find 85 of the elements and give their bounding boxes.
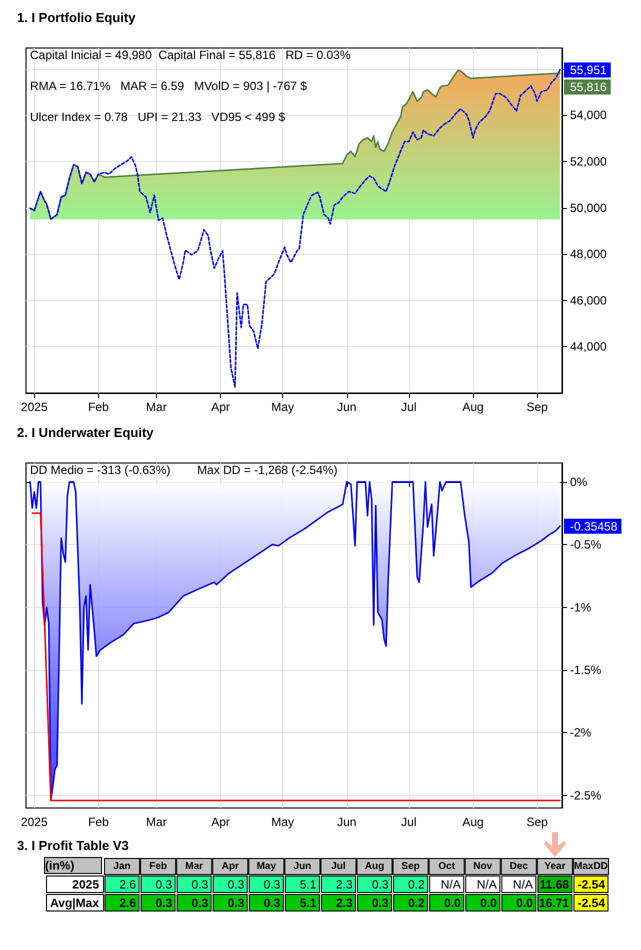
y-tick-label: -0.5% (570, 538, 602, 552)
x-tick-label: Year (544, 861, 566, 872)
data-label: 0.3 (228, 896, 245, 910)
data-label: 2.6 (119, 896, 136, 910)
annotation: 55,816 (570, 80, 608, 94)
y-tick-label: -1.5% (570, 663, 602, 677)
y-tick-label: -2% (570, 726, 592, 740)
annotation: -0.35458 (570, 519, 618, 534)
x-tick-label: Sep (526, 400, 548, 414)
x-tick-label: Apr (222, 861, 239, 872)
data-label: 0.3 (192, 896, 209, 910)
x-tick-label: MaxDD (574, 861, 608, 872)
y-tick-label: 50,000 (570, 200, 608, 215)
text: N/A (476, 877, 497, 892)
x-tick-label: May (256, 861, 276, 872)
x-tick-label: Jul (401, 815, 417, 829)
data-label: 0.3 (155, 896, 172, 910)
annotation: RMA = 16.71% MAR = 6.59 MVolD = 903 | -767 $ (30, 79, 308, 93)
chart-title: 3. I Profit Table V3 (17, 838, 129, 853)
data-label: 0.3 (372, 896, 389, 910)
line-series (29, 69, 561, 388)
x-tick-label: Mar (185, 861, 204, 872)
x-tick-label: May (271, 400, 294, 414)
x-tick-label: Dec (510, 861, 528, 872)
x-tick-label: Oct (438, 861, 456, 872)
chart-title: 1. I Portfolio Equity (17, 10, 136, 25)
annotation: 55,951 (570, 62, 608, 77)
data-label: -2.54 (578, 877, 606, 892)
text: N/A (440, 877, 461, 892)
x-tick-label: Jun (337, 400, 356, 414)
y-tick-label: 52,000 (570, 154, 608, 168)
x-tick-label: Sep (401, 861, 420, 872)
data-label: 2.3 (336, 896, 353, 910)
annotation: DD Medio = -313 (-0.63%) Max DD = -1,268 (-2.54%) (30, 463, 338, 477)
x-tick-label: Jul (401, 400, 417, 414)
data-label: 0.0 (480, 896, 498, 910)
x-tick-label: Aug (364, 861, 384, 872)
y-tick-label: 44,000 (570, 340, 608, 354)
x-tick-label: 2025 (20, 400, 48, 414)
data-label: 5.1 (300, 877, 317, 892)
data-label: 0.0 (516, 896, 534, 910)
y-tick-label: Avg|Max (50, 896, 100, 910)
x-tick-label: Jul (331, 861, 346, 872)
data-label: 0.3 (228, 877, 245, 892)
y-tick-label: -1% (570, 600, 592, 614)
data-label: 0.2 (408, 877, 425, 892)
annotation: Ulcer Index = 0.78 UPI = 21.33 VD95 < 499 $ (30, 110, 286, 124)
x-tick-label: Jan (113, 861, 131, 872)
y-tick-label: 48,000 (570, 247, 608, 262)
data-label: 0.3 (264, 896, 281, 910)
x-tick-label: May (271, 815, 294, 829)
x-tick-label: Sep (526, 815, 548, 829)
text: N/A (512, 877, 533, 892)
x-tick-label: Apr (211, 815, 230, 829)
data-label: 16.71 (538, 896, 570, 910)
x-tick-label: Feb (88, 815, 110, 829)
x-tick-label: Nov (473, 861, 493, 872)
data-label: -2.54 (578, 896, 606, 910)
x-tick-label: Mar (146, 400, 167, 414)
y-tick-label: 46,000 (570, 293, 608, 308)
y-tick-label: 0% (570, 474, 588, 489)
x-tick-label: Jun (337, 815, 356, 829)
chart-title: 2. I Underwater Equity (17, 425, 154, 440)
data-label: 0.2 (408, 896, 425, 910)
y-tick-label: -2.5% (570, 788, 602, 802)
x-tick-label: Aug (462, 815, 484, 829)
y-tick-label: 54,000 (570, 108, 608, 122)
data-label: 0.3 (155, 877, 172, 892)
y-axis-title: (in%) (45, 858, 74, 872)
data-label: 2.3 (336, 877, 353, 892)
data-label: 0.0 (444, 896, 462, 910)
x-tick-label: Feb (149, 861, 167, 872)
x-tick-label: Feb (88, 400, 110, 414)
data-label: 0.3 (192, 877, 209, 892)
annotation: Capital Inicial = 49,980 Capital Final = 55,816 RD = 0.03% (30, 48, 351, 62)
x-tick-label: Mar (146, 815, 167, 829)
data-label: 2.6 (119, 877, 136, 892)
x-tick-label: Aug (462, 400, 484, 414)
data-label: 0.3 (372, 877, 389, 892)
x-tick-label: 2025 (20, 815, 48, 829)
data-label: 0.3 (264, 877, 281, 892)
data-label: 11.68 (540, 877, 570, 892)
data-label: 5.1 (300, 896, 317, 910)
x-tick-label: Apr (211, 400, 230, 414)
x-tick-label: Jun (294, 861, 312, 872)
